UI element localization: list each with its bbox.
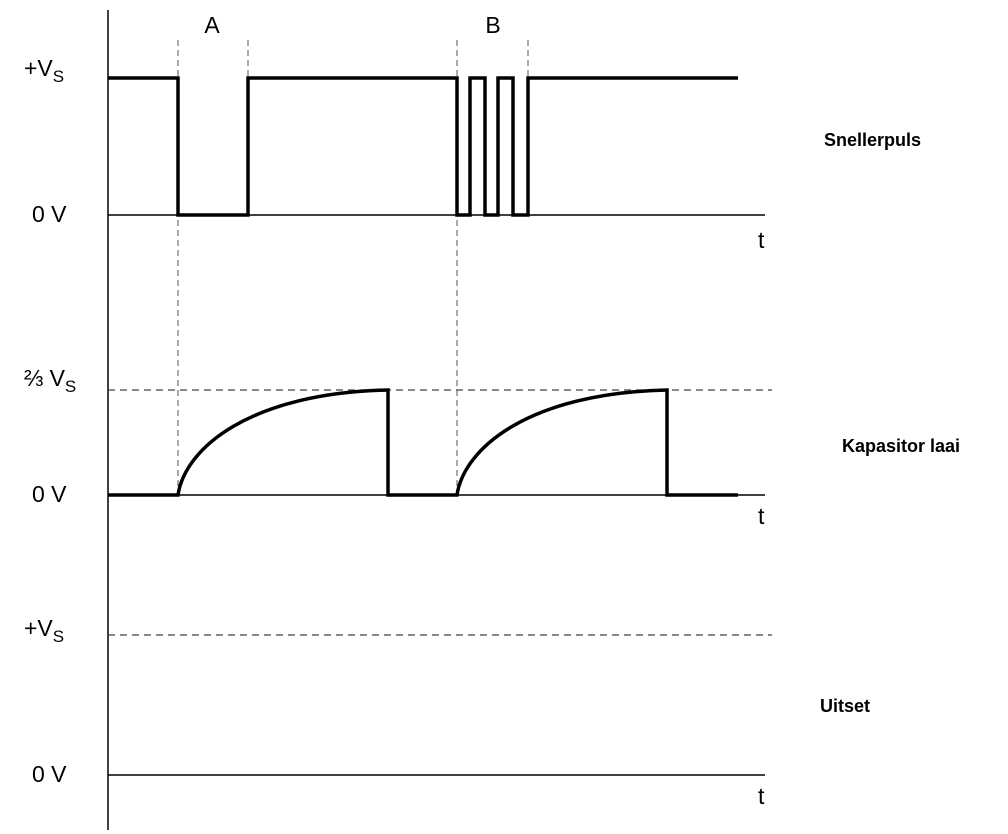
capacitor-zero-label: 0 V <box>32 481 67 507</box>
marker-b: B <box>485 12 500 38</box>
trigger-time-label: t <box>758 227 765 253</box>
capacitor-time-label: t <box>758 503 765 529</box>
output-time-label: t <box>758 783 765 809</box>
output-zero-label: 0 V <box>32 761 67 787</box>
trigger-waveform <box>108 76 738 217</box>
output-panel: +VS 0 V t Uitset <box>24 615 870 809</box>
output-panel-title: Uitset <box>820 696 870 716</box>
output-top-level-label: +VS <box>24 615 64 646</box>
trigger-panel: +VS 0 V t Snellerpuls <box>24 55 921 253</box>
marker-a: A <box>204 12 220 38</box>
capacitor-top-level-label: ⅔ VS <box>24 365 76 396</box>
trigger-panel-title: Snellerpuls <box>824 130 921 150</box>
capacitor-panel-title: Kapasitor laai <box>842 436 960 456</box>
capacitor-panel: ⅔ VS 0 V t Kapasitor laai <box>24 365 960 529</box>
capacitor-waveform <box>108 388 738 497</box>
trigger-top-level-label: +VS <box>24 55 64 86</box>
trigger-zero-label: 0 V <box>32 201 67 227</box>
